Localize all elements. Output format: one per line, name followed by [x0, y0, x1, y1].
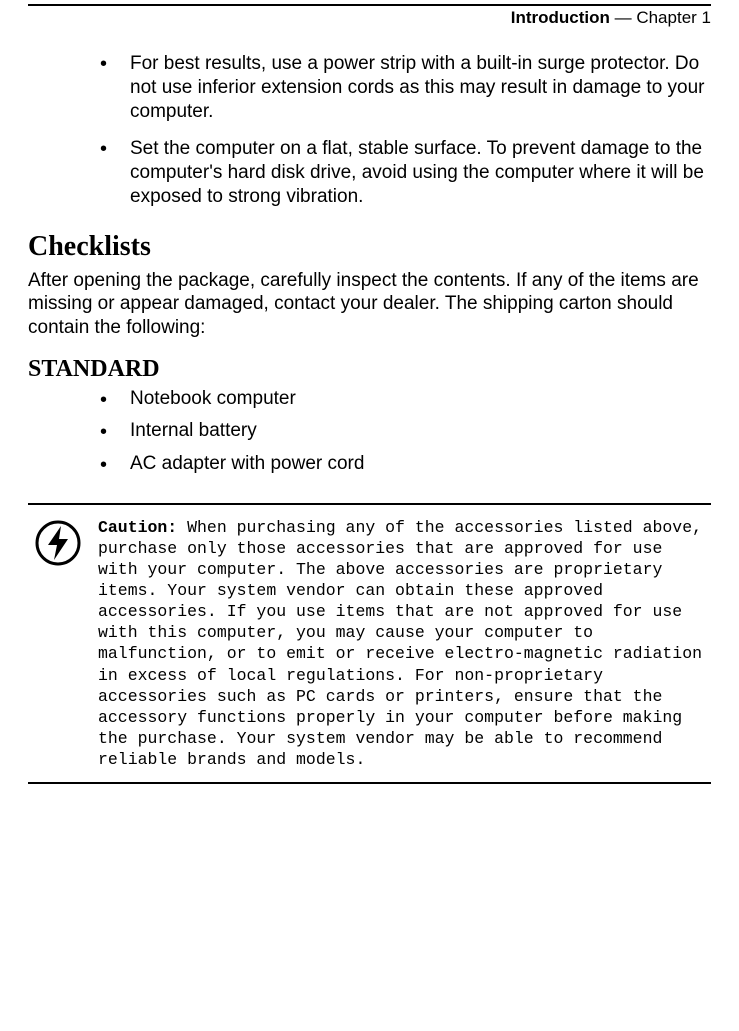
header-chapter: Chapter 1 — [636, 8, 711, 27]
list-item: AC adapter with power cord — [100, 452, 711, 477]
page-header: Introduction — Chapter 1 — [28, 6, 711, 34]
header-section: Introduction — [511, 8, 610, 27]
header-separator: — — [610, 8, 636, 27]
standard-list: Notebook computer Internal battery AC ad… — [28, 387, 711, 477]
lightning-icon — [28, 517, 98, 572]
standard-heading: STANDARD — [28, 356, 711, 383]
top-bullet-list: For best results, use a power strip with… — [28, 52, 711, 209]
checklists-intro: After opening the package, carefully ins… — [28, 269, 711, 340]
list-item: For best results, use a power strip with… — [100, 52, 711, 123]
caution-body: When purchasing any of the accessories l… — [98, 518, 702, 769]
list-item: Notebook computer — [100, 387, 711, 412]
list-item: Internal battery — [100, 419, 711, 444]
caution-label: Caution: — [98, 518, 177, 537]
caution-box: Caution: When purchasing any of the acce… — [28, 503, 711, 784]
list-item: Set the computer on a flat, stable surfa… — [100, 137, 711, 208]
checklists-heading: Checklists — [28, 231, 711, 263]
caution-text: Caution: When purchasing any of the acce… — [98, 517, 711, 770]
